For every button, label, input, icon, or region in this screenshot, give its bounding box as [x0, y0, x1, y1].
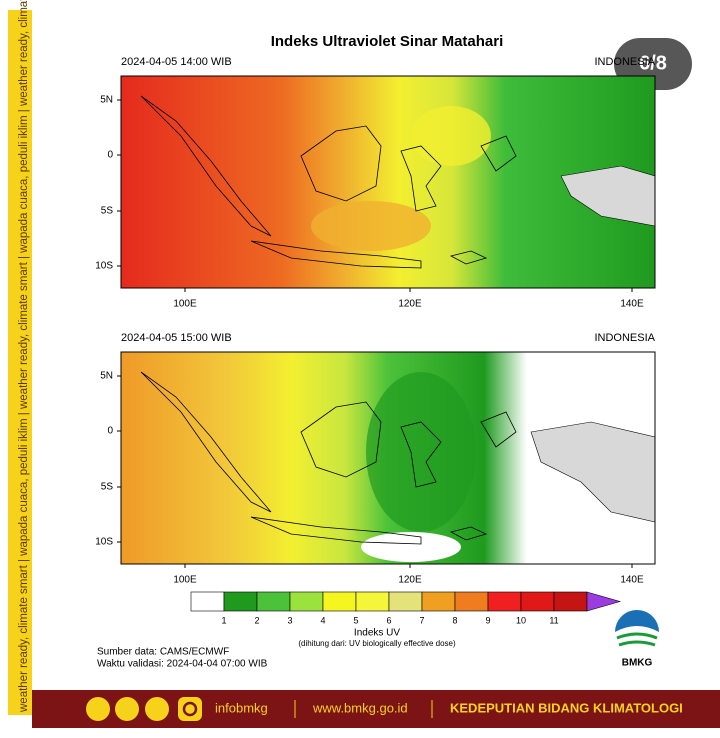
- coastline: [300, 401, 382, 478]
- colorbar-arrow: [586, 591, 622, 612]
- lat-label: 10S: [95, 261, 113, 272]
- uv-blob: [366, 372, 476, 532]
- map-panel: 2024-04-05 15:00 WIB INDONESIA 5N 0 5S 10S 100…: [95, 332, 655, 586]
- colorbar-level: 8: [452, 615, 457, 625]
- lat-label: 5S: [101, 482, 114, 493]
- coastline: [480, 411, 517, 448]
- uv-blob: [411, 106, 491, 166]
- colorbar-segment: [454, 591, 489, 612]
- map-panel: 2024-04-05 14:00 WIB INDONESIA 5N 0 5S 10S 100…: [95, 56, 655, 310]
- coastline: [400, 145, 442, 212]
- uv-blob: [311, 201, 431, 251]
- colorbar-segment: [289, 591, 324, 612]
- lat-label: 5N: [100, 371, 113, 382]
- colorbar-note: (dihitung dari: UV biologically effectiv…: [298, 639, 456, 648]
- side-banner-text: weather ready, climate smart | wapada cu…: [18, 0, 30, 713]
- colorbar-level: 11: [549, 615, 558, 625]
- colorbar-segment: [520, 591, 555, 612]
- social-icons: [86, 697, 202, 721]
- lon-label: 100E: [173, 299, 197, 310]
- colorbar-segment: [421, 591, 456, 612]
- colorbar-level: 3: [287, 615, 292, 625]
- logo-text: BMKG: [622, 658, 653, 669]
- lon-label: 100E: [173, 575, 197, 586]
- colorbar-segment: [223, 591, 258, 612]
- panel-region: INDONESIA: [594, 332, 655, 344]
- page-badge-text: 6/8: [639, 52, 667, 74]
- coastline: [480, 135, 517, 172]
- colorbar-level: 7: [419, 615, 424, 625]
- colorbar-segment: [256, 591, 291, 612]
- lat-label: 10S: [95, 537, 113, 548]
- source: Sumber data: CAMS/ECMWF: [97, 647, 229, 658]
- colorbar: 1 2 3 4 5 6 7 8 9 10 11: [190, 591, 622, 625]
- colorbar-segment: [355, 591, 390, 612]
- colorbar-segment: [388, 591, 423, 612]
- coastline: [449, 250, 488, 265]
- lat-label: 5N: [100, 95, 113, 106]
- colorbar-level: 2: [254, 615, 259, 625]
- colorbar-segment: [190, 591, 225, 612]
- panel-time: 2024-04-05 15:00 WIB: [121, 332, 232, 344]
- title: Indeks Ultraviolet Sinar Matahari: [271, 33, 504, 50]
- colorbar-segment: [553, 591, 588, 612]
- lon-label: 120E: [398, 575, 422, 586]
- map-frame: [120, 351, 656, 565]
- coastline: [449, 526, 488, 541]
- map-panels: 2024-04-05 14:00 WIB INDONESIA 5N 0 5S 10S 100…: [95, 56, 655, 586]
- colorbar-level: 10: [516, 615, 526, 625]
- side-banner: [8, 10, 32, 715]
- lat-label: 0: [107, 426, 113, 437]
- footer-website: www.bmkg.go.id: [312, 700, 408, 715]
- coastline: [140, 95, 272, 237]
- lon-label: 120E: [398, 299, 422, 310]
- uv-blob: [361, 532, 461, 562]
- lon-label: 140E: [620, 575, 644, 586]
- colorbar-level: 1: [221, 615, 226, 625]
- lat-label: 0: [107, 150, 113, 161]
- coastline: [400, 421, 442, 488]
- colorbar-segment: [322, 591, 357, 612]
- lon-label: 140E: [620, 299, 644, 310]
- map-frame: [120, 75, 656, 289]
- colorbar-level: 4: [320, 615, 325, 625]
- footer-department: KEDEPUTIAN BIDANG KLIMATOLOGI: [450, 700, 683, 715]
- colorbar-title: Indeks UV: [354, 628, 400, 639]
- panel-time: 2024-04-05 14:00 WIB: [121, 56, 232, 68]
- land-grey: [530, 421, 656, 523]
- footer-handle: infobmkg: [215, 700, 268, 715]
- validity: Waktu validasi: 2024-04-04 07:00 WIB: [97, 659, 268, 670]
- lat-label: 5S: [101, 206, 114, 217]
- bmkg-logo: [615, 610, 659, 654]
- panel-region: INDONESIA: [594, 56, 655, 68]
- coastline: [140, 371, 272, 513]
- coastline: [300, 125, 382, 202]
- colorbar-level: 9: [485, 615, 490, 625]
- colorbar-level: 5: [353, 615, 358, 625]
- colorbar-segment: [487, 591, 522, 612]
- coastline: [250, 240, 422, 269]
- coastline: [250, 516, 422, 545]
- colorbar-level: 6: [386, 615, 391, 625]
